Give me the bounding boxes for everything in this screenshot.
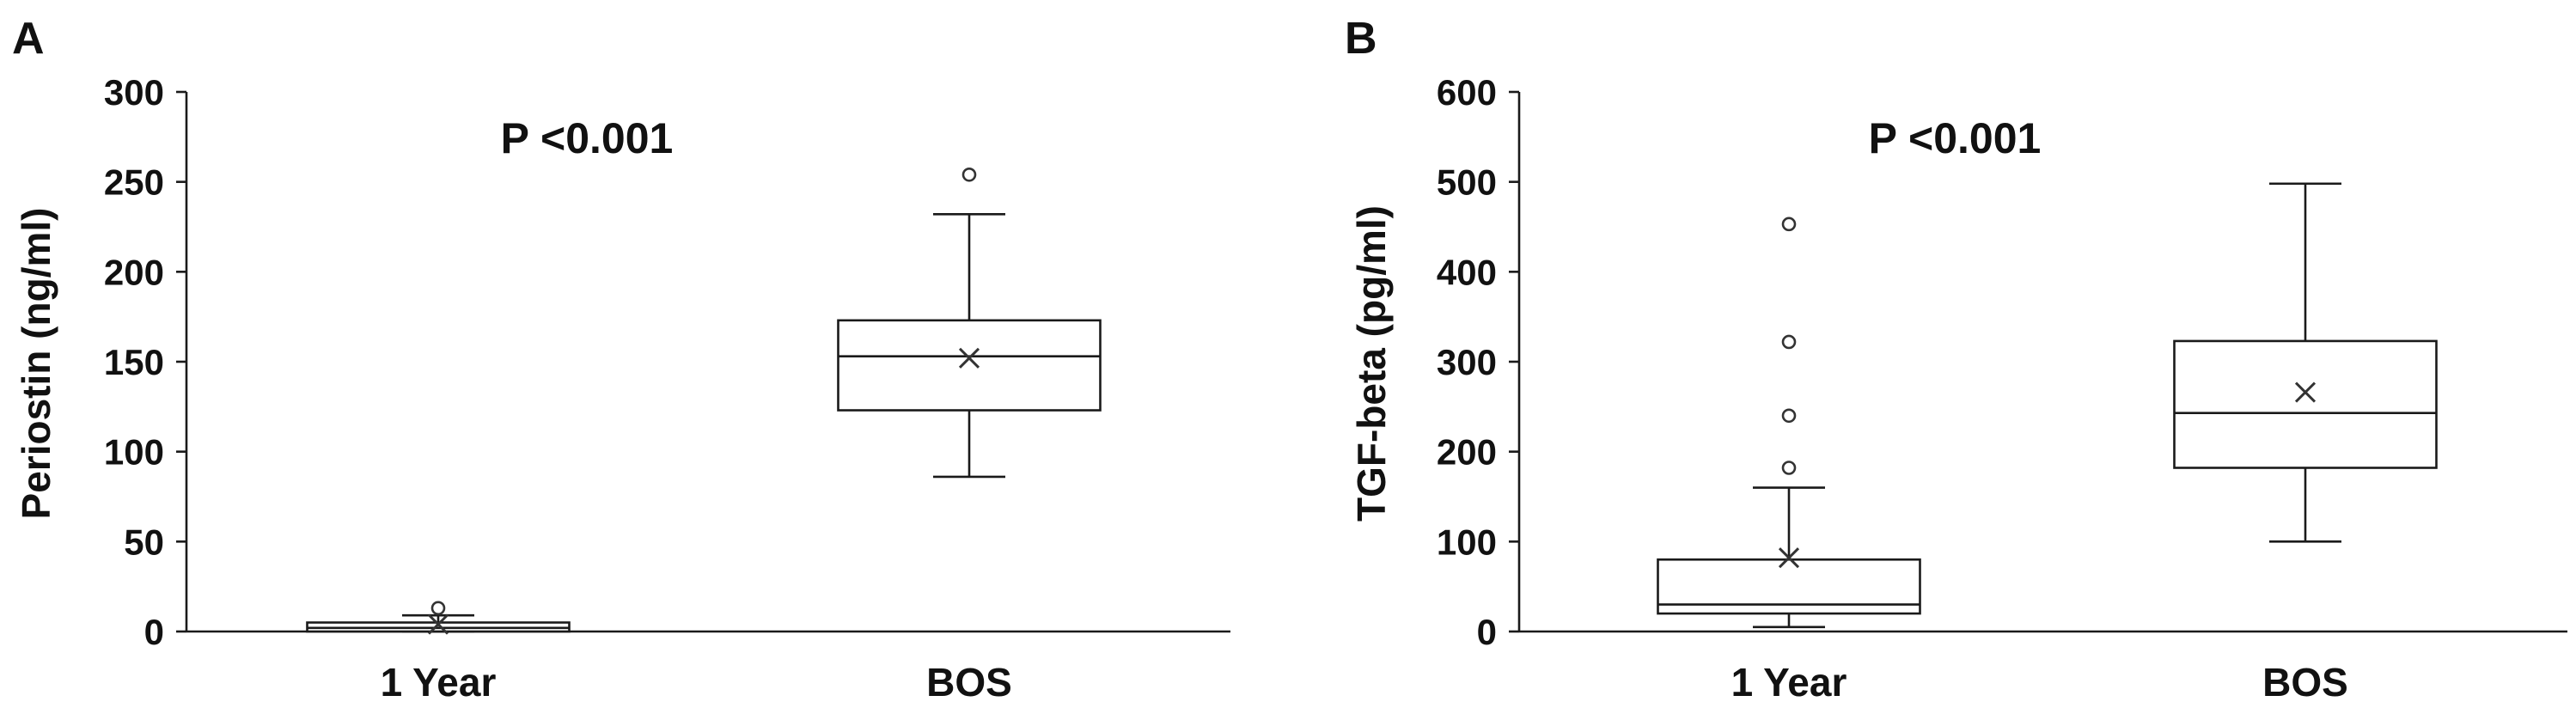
panel-a-y-axis-label: Periostin (ng/ml) (14, 208, 58, 520)
panel-b-y-axis-label: TGF-beta (pg/ml) (1349, 205, 1394, 522)
y-tick-label: 200 (1437, 432, 1497, 473)
y-tick-label: 150 (104, 342, 164, 382)
panel-b-p-value: P <0.001 (1869, 114, 2042, 162)
panel-b-x-ticks: 1 Year BOS (1731, 660, 2348, 705)
y-tick-label: 300 (1437, 342, 1497, 382)
y-tick-label: 50 (124, 522, 164, 562)
panel-a-x-ticks: 1 Year BOS (381, 660, 1012, 705)
y-tick-label: 0 (144, 612, 164, 652)
panel-b-y-ticks: 0 100 200 300 400 500 600 (1437, 72, 1519, 652)
box-group-1-year (306, 601, 571, 635)
iqr-box (837, 319, 1102, 412)
x-category-label: 1 Year (381, 660, 497, 705)
mean-marker (2294, 381, 2317, 403)
box-group-bos (837, 167, 1102, 479)
x-category-label: BOS (926, 660, 1012, 705)
outlier-point (1781, 217, 1797, 232)
y-tick-label: 100 (1437, 522, 1497, 562)
outlier-point (1781, 408, 1797, 424)
x-category-label: BOS (2262, 660, 2348, 705)
mean-marker (427, 613, 449, 635)
panel-b: B TGF-beta (pg/ml) P <0.001 0 100 200 300 40… (1345, 14, 2567, 705)
iqr-box (2173, 339, 2438, 469)
mean-marker (1778, 547, 1800, 569)
outlier-point (1781, 334, 1797, 350)
outlier-point (961, 167, 977, 182)
y-tick-label: 0 (1477, 612, 1497, 652)
panel-a-y-ticks: 0 50 100 150 200 250 300 (104, 72, 186, 652)
panel-a: A Periostin (ng/ml) P <0.001 0 50 100 150 20… (12, 14, 1230, 705)
panel-b-letter: B (1345, 14, 1377, 64)
panel-b-plot-area (1517, 92, 2567, 633)
panel-a-p-value: P <0.001 (501, 114, 674, 162)
y-tick-label: 250 (104, 162, 164, 203)
box-group-bos (2173, 182, 2438, 543)
y-tick-label: 100 (104, 432, 164, 473)
outlier-point (430, 601, 446, 616)
y-tick-label: 400 (1437, 252, 1497, 292)
panel-a-plot-area (185, 92, 1230, 635)
panel-a-letter: A (12, 14, 45, 64)
x-category-label: 1 Year (1731, 660, 1847, 705)
y-tick-label: 600 (1437, 72, 1497, 113)
y-tick-label: 500 (1437, 162, 1497, 203)
outlier-point (1781, 461, 1797, 475)
y-tick-label: 200 (104, 252, 164, 292)
y-tick-label: 300 (104, 72, 164, 113)
box-group-1-year (1657, 217, 1921, 629)
mean-marker (958, 347, 980, 369)
